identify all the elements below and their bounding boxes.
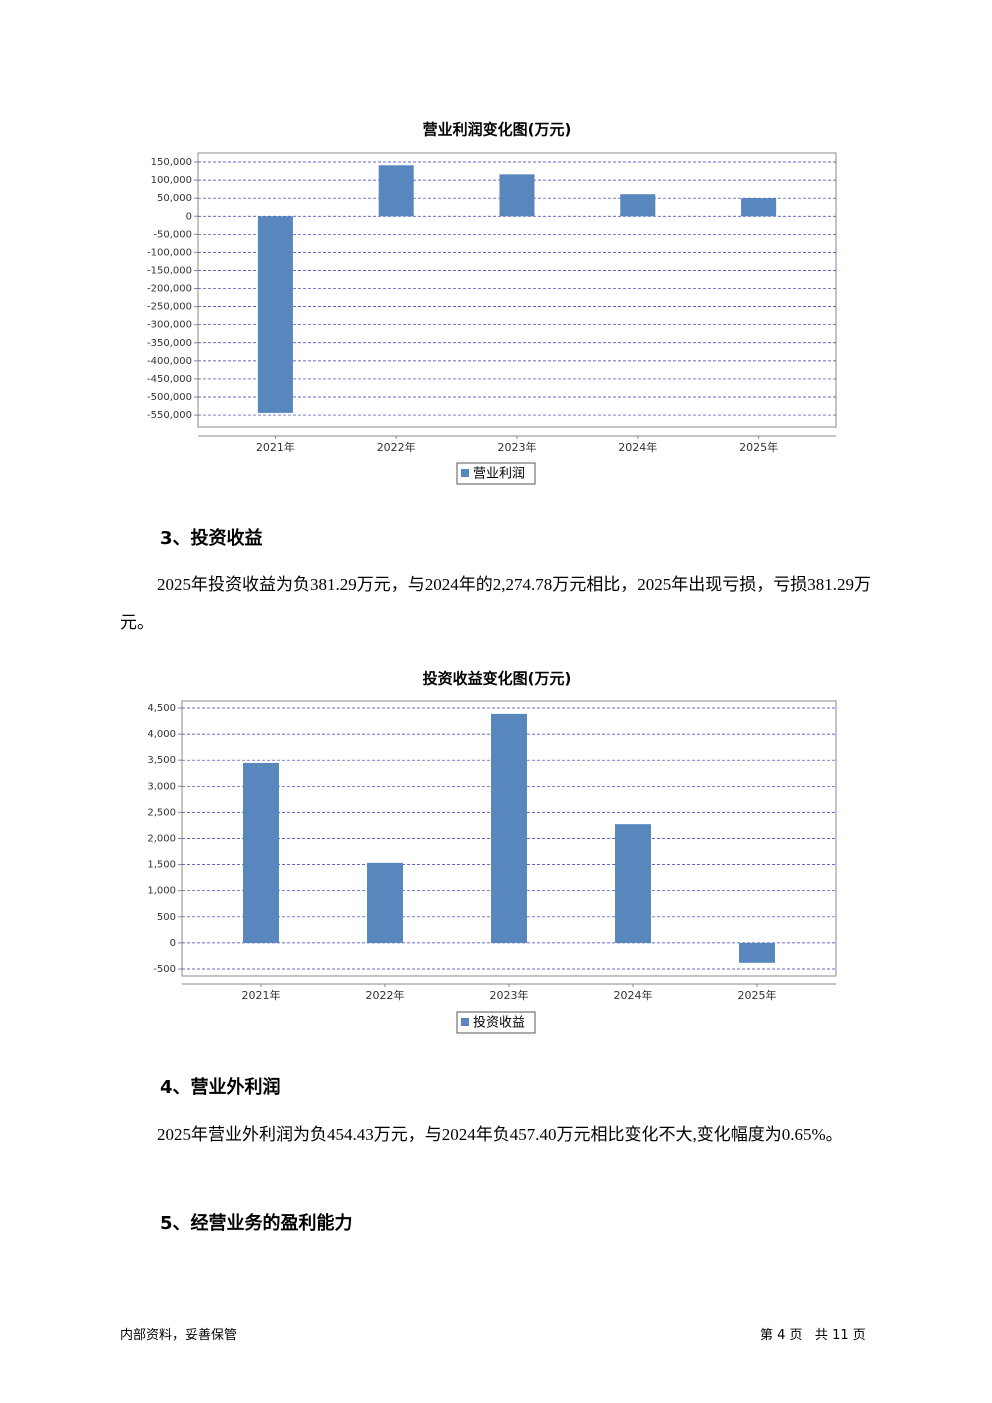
- y-tick-label: 100,000: [151, 175, 192, 186]
- y-tick-label: -100,000: [147, 247, 192, 258]
- y-tick-label: 4,000: [147, 729, 176, 740]
- y-tick-label: -150,000: [147, 265, 192, 276]
- bar: [367, 862, 403, 943]
- legend-swatch: [461, 469, 469, 477]
- y-tick-label: 2,000: [147, 834, 176, 845]
- bar: [620, 194, 656, 217]
- chart-title: 营业利润变化图(万元): [423, 121, 572, 139]
- y-tick-label: -400,000: [147, 356, 192, 367]
- bar: [499, 174, 535, 217]
- bar: [739, 942, 775, 963]
- x-tick-label: 2024年: [614, 988, 653, 1002]
- heading: 4、营业外利润: [160, 1077, 281, 1098]
- x-tick-label: 2023年: [490, 988, 529, 1002]
- y-tick-label: 3,000: [147, 781, 176, 792]
- x-tick-label: 2025年: [739, 440, 778, 454]
- y-tick-label: 2,500: [147, 807, 176, 818]
- bar: [491, 713, 527, 943]
- bar: [243, 762, 279, 943]
- y-tick-label: -500,000: [147, 392, 192, 403]
- legend-label: 营业利润: [473, 467, 525, 482]
- y-tick-label: -50,000: [153, 229, 192, 240]
- y-tick-label: 4,500: [147, 703, 176, 714]
- legend-swatch: [461, 1018, 469, 1026]
- y-tick-label: 1,000: [147, 886, 176, 897]
- y-tick-label: -450,000: [147, 374, 192, 385]
- y-tick-label: 0: [170, 938, 176, 949]
- heading: 3、投资收益: [160, 528, 263, 549]
- x-tick-label: 2022年: [366, 988, 405, 1002]
- y-tick-label: 150,000: [151, 157, 192, 168]
- bar: [378, 165, 414, 217]
- bar: [615, 824, 651, 943]
- y-tick-label: 50,000: [157, 193, 192, 204]
- paragraph: 2025年投资收益为负381.29万元，与2024年的2,274.78万元相比，…: [120, 575, 871, 632]
- y-tick-label: -500: [153, 964, 176, 975]
- y-tick-label: 500: [157, 912, 176, 923]
- y-tick-label: -250,000: [147, 302, 192, 313]
- y-tick-label: 1,500: [147, 860, 176, 871]
- legend-box: [456, 1011, 536, 1034]
- x-tick-label: 2023年: [498, 440, 537, 454]
- x-tick-label: 2025年: [738, 988, 777, 1002]
- bar: [257, 216, 293, 413]
- x-tick-label: 2022年: [377, 440, 416, 454]
- footer-left: 内部资料，妥善保管: [120, 1328, 238, 1343]
- paragraph: 2025年营业外利润为负454.43万元，与2024年负457.40万元相比变化…: [157, 1125, 843, 1144]
- y-tick-label: 3,500: [147, 755, 176, 766]
- x-tick-label: 2021年: [242, 988, 281, 1002]
- x-tick-label: 2024年: [618, 440, 657, 454]
- y-tick-label: -300,000: [147, 320, 192, 331]
- y-tick-label: 0: [186, 211, 192, 222]
- y-tick-label: -350,000: [147, 338, 192, 349]
- y-tick-label: -200,000: [147, 284, 192, 295]
- chart-title: 投资收益变化图(万元): [423, 670, 572, 688]
- legend-label: 投资收益: [473, 1015, 525, 1031]
- bar: [741, 198, 777, 217]
- heading: 5、经营业务的盈利能力: [160, 1213, 353, 1234]
- footer-page: 第 4 页 共 11 页: [760, 1328, 866, 1343]
- x-tick-label: 2021年: [256, 440, 295, 454]
- y-tick-label: -550,000: [147, 410, 192, 421]
- legend-box: [456, 462, 536, 485]
